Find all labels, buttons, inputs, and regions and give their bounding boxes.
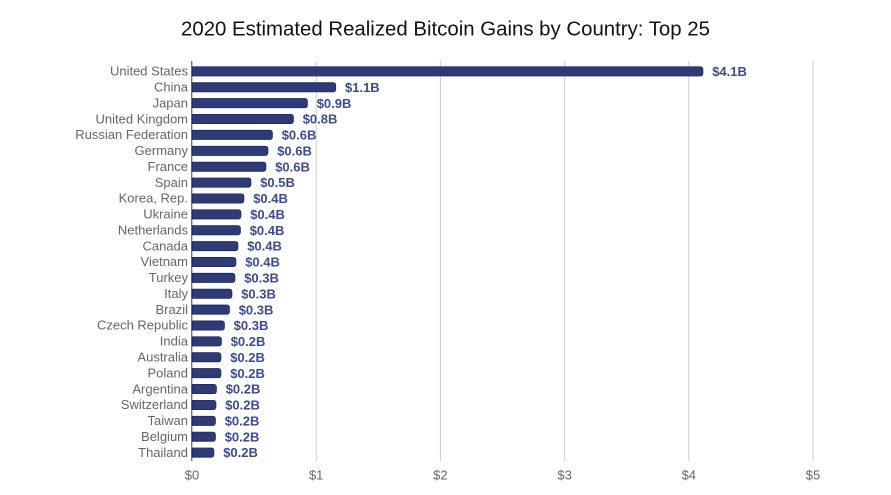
svg-text:$0.4B: $0.4B	[247, 239, 282, 254]
svg-text:$0.3B: $0.3B	[239, 302, 274, 317]
svg-text:$0.3B: $0.3B	[241, 286, 276, 301]
svg-text:Japan: Japan	[153, 95, 188, 110]
svg-text:$0.2B: $0.2B	[225, 398, 260, 413]
svg-text:$0: $0	[185, 468, 199, 483]
svg-text:Canada: Canada	[142, 238, 188, 253]
svg-text:$0.2B: $0.2B	[231, 334, 266, 349]
svg-text:$3: $3	[557, 468, 571, 483]
svg-text:China: China	[154, 79, 189, 94]
svg-text:Brazil: Brazil	[155, 302, 188, 317]
svg-text:$0.6B: $0.6B	[277, 143, 312, 158]
svg-text:$0.2B: $0.2B	[230, 350, 265, 365]
svg-text:Poland: Poland	[148, 365, 188, 380]
svg-text:Germany: Germany	[135, 143, 189, 158]
svg-text:$0.6B: $0.6B	[275, 159, 310, 174]
svg-text:$0.3B: $0.3B	[244, 270, 279, 285]
svg-text:$0.2B: $0.2B	[225, 429, 260, 444]
svg-text:United Kingdom: United Kingdom	[96, 111, 189, 126]
svg-text:Taiwan: Taiwan	[148, 413, 188, 428]
svg-text:$0.2B: $0.2B	[225, 413, 260, 428]
svg-text:Turkey: Turkey	[149, 270, 189, 285]
svg-text:$5: $5	[806, 468, 820, 483]
svg-text:India: India	[160, 334, 189, 349]
svg-text:$0.2B: $0.2B	[226, 382, 261, 397]
svg-text:$1.1B: $1.1B	[345, 80, 380, 95]
svg-text:$4.1B: $4.1B	[712, 64, 747, 79]
svg-text:Thailand: Thailand	[138, 445, 188, 460]
svg-text:Vietnam: Vietnam	[141, 254, 188, 269]
svg-text:$1: $1	[309, 468, 323, 483]
svg-text:Ukraine: Ukraine	[143, 207, 188, 222]
svg-text:Czech Republic: Czech Republic	[97, 318, 189, 333]
svg-text:France: France	[148, 159, 188, 174]
svg-text:$0.4B: $0.4B	[250, 207, 285, 222]
svg-text:Argentina: Argentina	[132, 381, 188, 396]
svg-text:Australia: Australia	[137, 349, 188, 364]
svg-text:$0.8B: $0.8B	[303, 112, 338, 127]
svg-text:Italy: Italy	[164, 286, 188, 301]
svg-text:Spain: Spain	[155, 175, 188, 190]
svg-text:$0.2B: $0.2B	[230, 366, 265, 381]
svg-text:$0.6B: $0.6B	[282, 128, 317, 143]
svg-text:United States: United States	[110, 64, 189, 79]
svg-text:Belgium: Belgium	[141, 429, 188, 444]
svg-text:Switzerland: Switzerland	[121, 397, 188, 412]
svg-text:Netherlands: Netherlands	[118, 222, 189, 237]
svg-text:Korea, Rep.: Korea, Rep.	[119, 191, 188, 206]
svg-text:$0.9B: $0.9B	[317, 96, 352, 111]
svg-text:2020 Estimated Realized Bitcoi: 2020 Estimated Realized Bitcoin Gains by…	[181, 19, 710, 41]
svg-text:$0.2B: $0.2B	[223, 445, 258, 460]
svg-text:$0.5B: $0.5B	[260, 175, 295, 190]
svg-text:Russian Federation: Russian Federation	[75, 127, 188, 142]
svg-text:$0.4B: $0.4B	[250, 223, 285, 238]
svg-text:$0.3B: $0.3B	[234, 318, 269, 333]
svg-text:$0.4B: $0.4B	[253, 191, 288, 206]
svg-text:$4: $4	[682, 468, 696, 483]
svg-text:$0.4B: $0.4B	[245, 255, 280, 270]
svg-text:$2: $2	[433, 468, 447, 483]
